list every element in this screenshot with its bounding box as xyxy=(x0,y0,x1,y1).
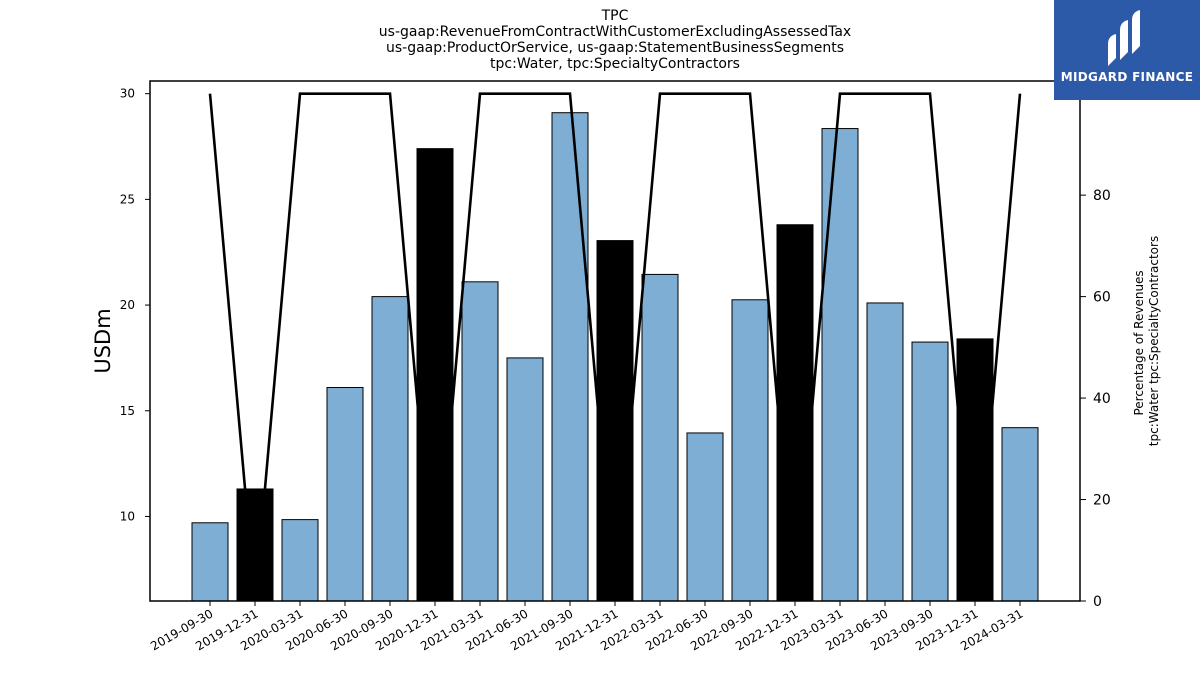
bar-2020-09-30 xyxy=(371,296,409,602)
bar-2021-06-30 xyxy=(506,357,544,602)
left-axis: 10 15 20 25 30 xyxy=(120,87,150,523)
title-line-4: tpc:Water, tpc:SpecialtyContractors xyxy=(490,56,740,72)
bar-2022-03-31 xyxy=(641,273,679,602)
left-tick-label-25: 25 xyxy=(120,192,135,206)
right-tick-label-60: 60 xyxy=(1093,290,1111,306)
bar-2021-09-30 xyxy=(551,112,589,602)
right-tick-label-80: 80 xyxy=(1093,188,1111,204)
bar-2019-09-30 xyxy=(191,522,229,602)
right-tick-label-20: 20 xyxy=(1093,493,1111,509)
left-tick-label-30: 30 xyxy=(120,87,135,101)
bar-2021-03-31 xyxy=(461,281,499,602)
secondary-label-line-1: Percentage of Revenues xyxy=(1132,270,1146,415)
bar-2022-06-30 xyxy=(686,432,724,602)
bar-2023-06-30 xyxy=(866,302,904,602)
right-tick-label-0: 0 xyxy=(1093,594,1102,610)
bar-2023-09-30 xyxy=(911,341,949,602)
bar-2023-03-31 xyxy=(821,128,859,602)
logo: MIDGARD FINANCE xyxy=(1054,0,1200,100)
bar-2019-12-31 xyxy=(236,488,274,602)
y-axis-label: USDm xyxy=(91,308,115,373)
x-axis: 2019-09-302019-12-312020-03-312020-06-30… xyxy=(148,601,1026,653)
bar-2022-09-30 xyxy=(731,299,769,602)
title-line-2: us-gaap:RevenueFromContractWithCustomerE… xyxy=(378,24,852,40)
left-tick-label-10: 10 xyxy=(120,509,135,523)
bar-2021-12-31 xyxy=(596,240,634,602)
chart-title: TPC us-gaap:RevenueFromContractWithCusto… xyxy=(150,8,1080,72)
bar-2020-03-31 xyxy=(281,519,319,602)
bar-2020-06-30 xyxy=(326,387,364,602)
bars-group xyxy=(191,112,1039,602)
left-tick-label-20: 20 xyxy=(120,298,135,312)
right-tick-label-40: 40 xyxy=(1093,391,1111,407)
bar-2022-12-31 xyxy=(776,224,814,602)
bar-2024-03-31 xyxy=(1001,427,1039,602)
logo-mark-icon xyxy=(1108,10,1140,66)
title-line-1: TPC xyxy=(601,8,629,24)
secondary-label-line-2: tpc:Water tpc:SpecialtyContractors xyxy=(1147,236,1161,446)
left-tick-label-15: 15 xyxy=(120,404,135,418)
right-axis: 020406080100 xyxy=(1080,87,1120,610)
bar-2020-12-31 xyxy=(416,148,454,602)
secondary-y-axis-label: Percentage of Revenues tpc:Water tpc:Spe… xyxy=(1132,236,1161,446)
logo-text: MIDGARD FINANCE xyxy=(1060,70,1194,84)
title-line-3: us-gaap:ProductOrService, us-gaap:Statem… xyxy=(385,40,844,56)
